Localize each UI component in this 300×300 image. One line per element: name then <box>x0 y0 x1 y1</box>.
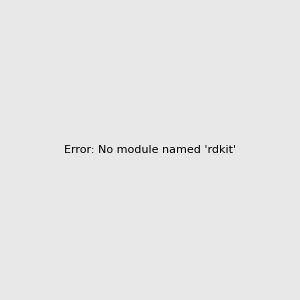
Text: Error: No module named 'rdkit': Error: No module named 'rdkit' <box>64 145 236 155</box>
